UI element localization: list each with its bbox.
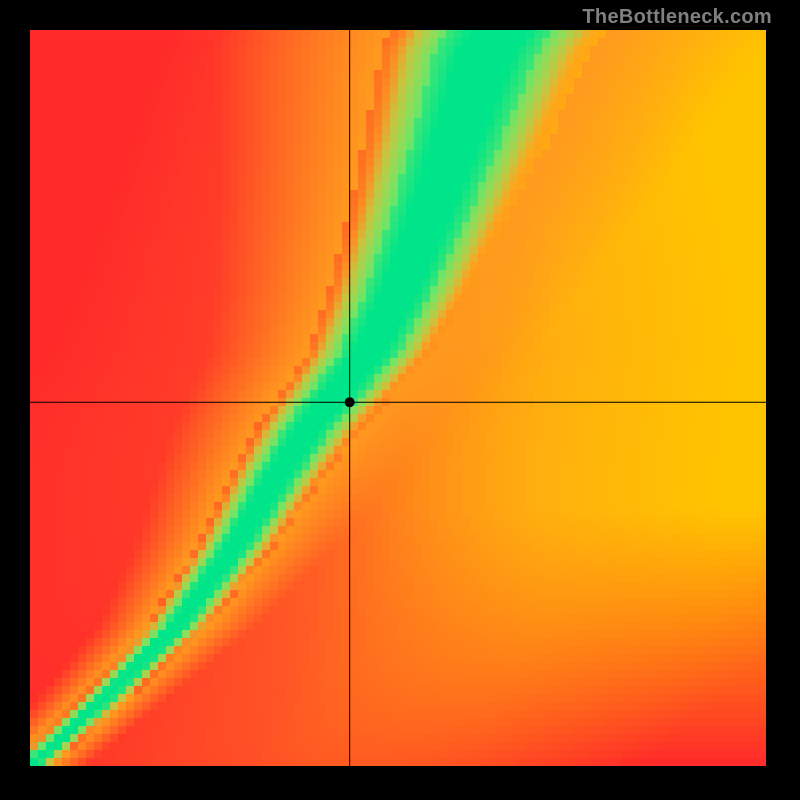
- heatmap-canvas: [30, 30, 770, 770]
- watermark-text: TheBottleneck.com: [582, 6, 772, 29]
- heatmap-plot: [30, 30, 770, 770]
